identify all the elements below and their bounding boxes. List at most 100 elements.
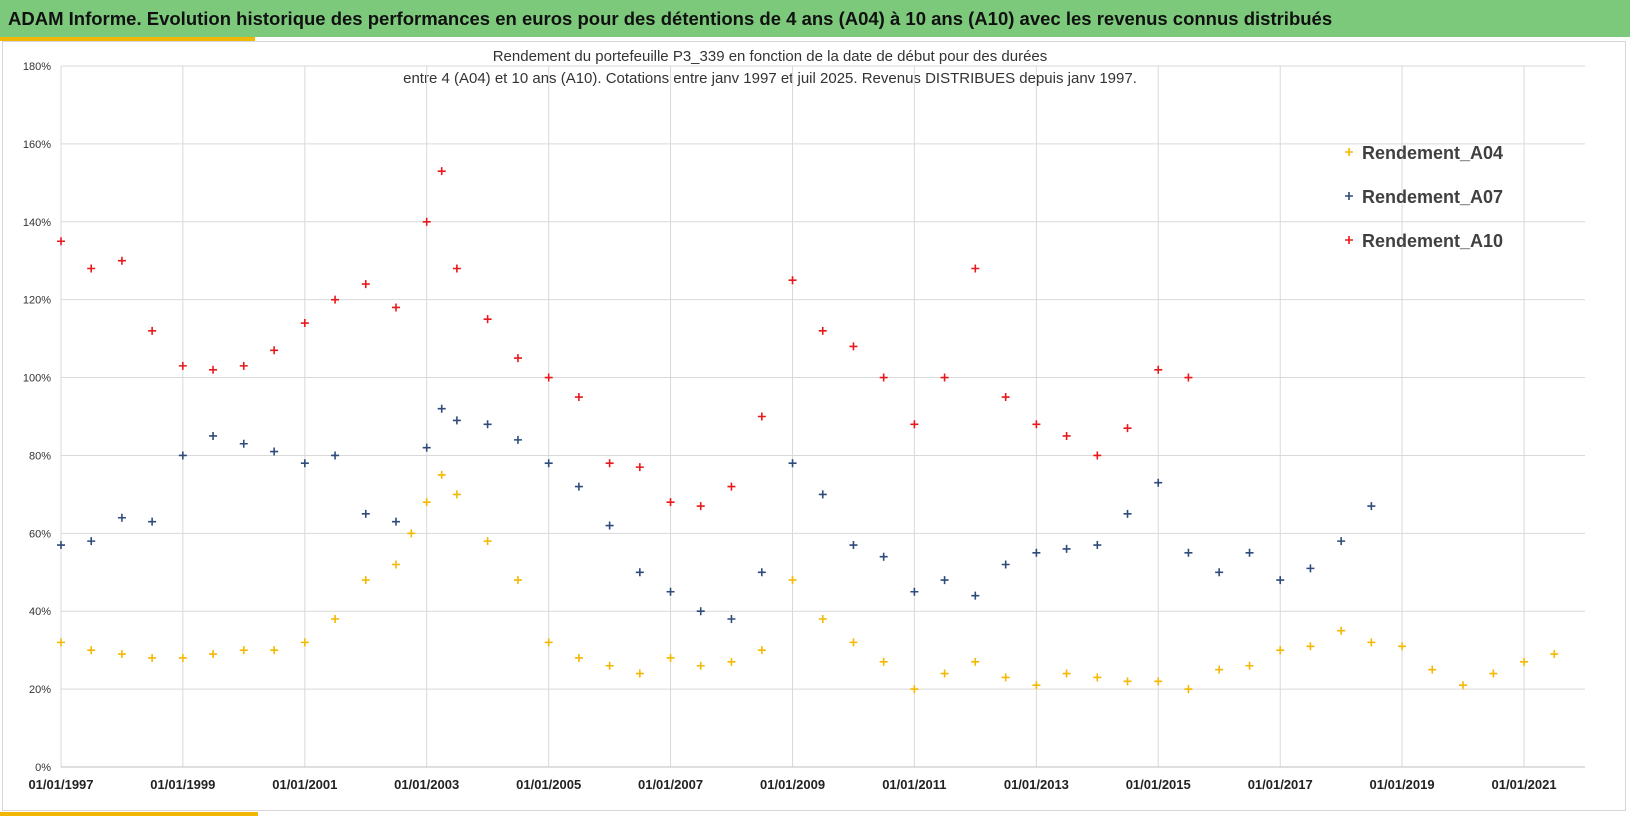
rendement-a10-point — [727, 482, 736, 491]
rendement-a07-point — [513, 435, 522, 444]
rendement-a04-point — [666, 653, 675, 662]
rendement-a10-point — [1032, 420, 1041, 429]
rendement-a04-point — [1062, 669, 1071, 678]
rendement-a07-point — [300, 459, 309, 468]
legend-marker — [1345, 236, 1353, 244]
rendement-a04-point — [1458, 681, 1467, 690]
rendement-a04-point — [391, 560, 400, 569]
rendement-a04-point — [1093, 673, 1102, 682]
rendement-a04-point — [1550, 650, 1559, 659]
x-tick-label: 01/01/2017 — [1248, 777, 1313, 792]
rendement-a10-point — [452, 264, 461, 273]
x-tick-label: 01/01/2005 — [516, 777, 581, 792]
rendement-a04-point — [879, 657, 888, 666]
y-tick-label: 160% — [23, 139, 51, 151]
rendement-a07-point — [849, 541, 858, 550]
x-tick-label: 01/01/2015 — [1126, 777, 1191, 792]
chart-title-line-1: Rendement du portefeuille P3_339 en fonc… — [492, 48, 1048, 65]
rendement-a04-point — [849, 638, 858, 647]
x-tick-label: 01/01/2021 — [1492, 777, 1557, 792]
rendement-a07-point — [818, 490, 827, 499]
rendement-a04-point — [1245, 661, 1254, 670]
rendement-a04-point — [300, 638, 309, 647]
x-tick-label: 01/01/2011 — [882, 777, 946, 792]
rendement-a10-point — [1184, 373, 1193, 382]
rendement-a10-point — [574, 393, 583, 402]
rendement-a10-point — [391, 303, 400, 312]
rendement-a07-point — [971, 591, 980, 600]
rendement-a04-point — [910, 685, 919, 694]
rendement-a10-point — [849, 342, 858, 351]
rendement-a10-point — [1062, 431, 1071, 440]
rendement-a07-point — [1062, 544, 1071, 553]
rendement-a07-point — [1306, 564, 1315, 573]
rendement-a10-point — [437, 167, 446, 176]
rendement-a04-point — [422, 498, 431, 507]
rendement-a04-point — [635, 669, 644, 678]
rendement-a04-point — [178, 653, 187, 662]
x-tick-label: 01/01/2001 — [272, 777, 337, 792]
rendement-a07-point — [239, 439, 248, 448]
rendement-a04-point — [1001, 673, 1010, 682]
rendement-a07-point — [696, 607, 705, 616]
rendement-a10-point — [513, 354, 522, 363]
rendement-a07-point — [331, 451, 340, 460]
rendement-a10-point — [300, 319, 309, 328]
rendement-a04-point — [1184, 685, 1193, 694]
rendement-a07-point — [178, 451, 187, 460]
y-tick-label: 120% — [23, 295, 51, 307]
x-tick-label: 01/01/1999 — [150, 777, 215, 792]
rendement-a07-point — [544, 459, 553, 468]
rendement-a04-point — [940, 669, 949, 678]
rendement-a04-point — [239, 646, 248, 655]
rendement-a04-point — [1367, 638, 1376, 647]
rendement-a10-point — [544, 373, 553, 382]
rendement-a07-point — [209, 431, 218, 440]
rendement-a04-point — [148, 653, 157, 662]
rendement-a07-point — [1215, 568, 1224, 577]
chart-title-line-2: entre 4 (A04) et 10 ans (A10). Cotations… — [403, 70, 1137, 87]
rendement-a04-point — [407, 529, 416, 538]
rendement-a07-point — [666, 587, 675, 596]
y-tick-label: 20% — [29, 684, 51, 696]
rendement-a10-point — [1093, 451, 1102, 460]
rendement-a04-point — [513, 576, 522, 585]
rendement-a04-point — [1306, 642, 1315, 651]
rendement-a04-point — [331, 615, 340, 624]
banner-accent-bar — [0, 37, 255, 41]
footer-accent-bar — [0, 812, 258, 816]
rendement-a10-point — [483, 315, 492, 324]
rendement-a07-point — [1367, 502, 1376, 511]
rendement-a04-point — [1337, 626, 1346, 635]
rendement-a04-point — [1398, 642, 1407, 651]
rendement-a10-point — [361, 280, 370, 289]
rendement-a07-point — [574, 482, 583, 491]
rendement-a04-point — [1276, 646, 1285, 655]
rendement-a04-point — [1520, 657, 1529, 666]
rendement-a04-point — [727, 657, 736, 666]
x-tick-label: 01/01/2013 — [1004, 777, 1069, 792]
rendement-a04-point — [574, 653, 583, 662]
rendement-a04-point — [1489, 669, 1498, 678]
rendement-a04-point — [971, 657, 980, 666]
rendement-a07-point — [1184, 548, 1193, 557]
rendement-a07-point — [1001, 560, 1010, 569]
y-tick-label: 100% — [23, 373, 51, 385]
rendement-a07-point — [757, 568, 766, 577]
rendement-a07-point — [1032, 548, 1041, 557]
rendement-a04-point — [757, 646, 766, 655]
y-tick-label: 80% — [29, 450, 51, 462]
y-tick-label: 0% — [35, 762, 51, 774]
rendement-a10-point — [422, 217, 431, 226]
rendement-a07-point — [605, 521, 614, 530]
rendement-a10-point — [696, 502, 705, 511]
rendement-a07-point — [57, 541, 65, 550]
rendement-a10-point — [635, 463, 644, 472]
legend-marker — [1345, 192, 1353, 200]
rendement-a04-point — [57, 638, 65, 647]
rendement-a07-point — [1276, 576, 1285, 585]
rendement-a04-point — [270, 646, 279, 655]
rendement-a07-point — [270, 447, 279, 456]
rendement-a07-point — [437, 404, 446, 413]
